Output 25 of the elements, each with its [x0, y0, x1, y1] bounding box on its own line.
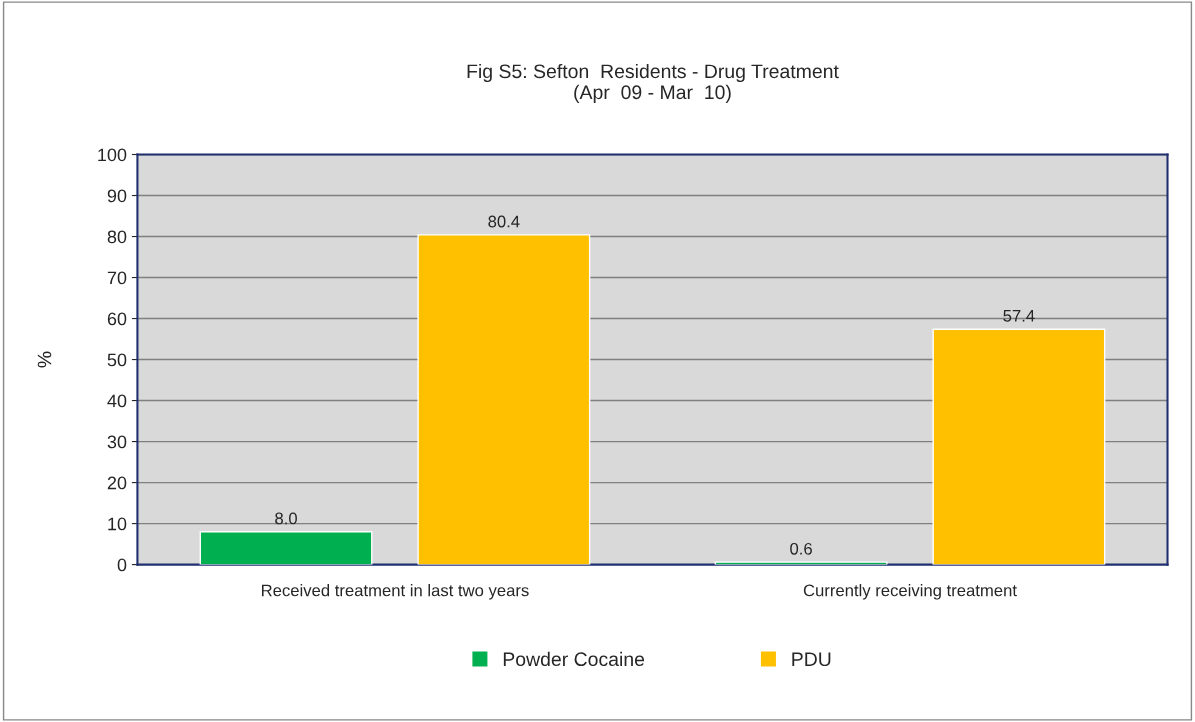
- data-label: 57.4: [1003, 310, 1035, 322]
- y-tick-label: 70: [107, 271, 127, 285]
- legend-label: Powder Cocaine: [503, 651, 645, 667]
- y-tick-label: 30: [107, 435, 127, 449]
- y-axis-title: %: [37, 351, 52, 368]
- legend-label: PDU: [792, 652, 831, 667]
- bar: [714, 561, 888, 565]
- bar: [199, 531, 373, 565]
- y-tick-label: 60: [107, 312, 127, 326]
- chart-title: Fig S5: Sefton Residents - Drug Treatment (Apr 09 - Mar 10): [467, 63, 839, 103]
- y-tick-label: 90: [107, 189, 127, 203]
- data-label: 8.0: [275, 512, 297, 525]
- data-label: 0.6: [790, 542, 812, 555]
- bar: [932, 328, 1106, 565]
- y-tick-label: 100: [98, 148, 127, 162]
- y-tick-label: 20: [107, 476, 127, 490]
- x-tick-label: Received treatment in last two years: [262, 584, 529, 600]
- bar: [417, 234, 591, 565]
- y-tick-label: 80: [107, 230, 127, 244]
- y-tick-label: 10: [108, 517, 127, 531]
- data-label: 80.4: [488, 215, 520, 228]
- y-tick-label: 40: [107, 394, 127, 408]
- y-tick-label: 0: [117, 558, 127, 572]
- y-tick-label: 50: [107, 353, 127, 367]
- x-tick-label: Currently receiving treatment: [803, 584, 1017, 600]
